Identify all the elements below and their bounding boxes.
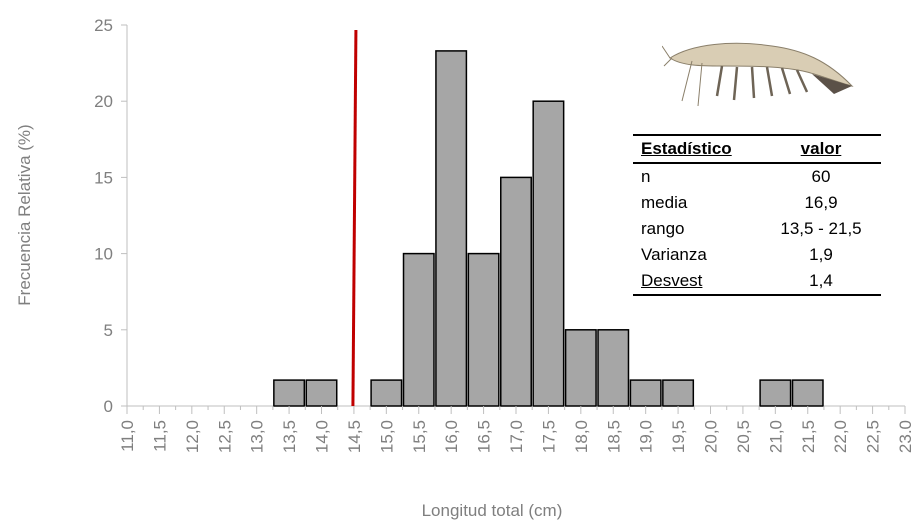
histogram-bar bbox=[370, 379, 403, 407]
x-tick-label: 13,5 bbox=[280, 420, 299, 453]
y-tick-label: 25 bbox=[94, 16, 113, 35]
histogram-bar bbox=[629, 379, 662, 407]
x-tick-label: 18,5 bbox=[604, 420, 623, 453]
x-tick-label: 12,5 bbox=[215, 420, 234, 453]
x-tick-label: 15,0 bbox=[377, 420, 396, 453]
histogram-bar bbox=[597, 329, 630, 407]
x-tick-label: 19,0 bbox=[637, 420, 656, 453]
shrimp-illustration bbox=[662, 42, 854, 107]
x-tick-label: 21,5 bbox=[799, 420, 818, 453]
row-value: 16,9 bbox=[804, 193, 838, 212]
x-tick-label: 20,0 bbox=[702, 420, 721, 453]
y-tick-label: 15 bbox=[94, 168, 113, 187]
x-tick-label: 21,0 bbox=[766, 420, 785, 453]
statistics-table: Estadístico valor n 60 media 16,9 rango … bbox=[633, 134, 881, 296]
table-row: Desvest 1,4 bbox=[633, 268, 881, 296]
row-label: Varianza bbox=[641, 245, 707, 264]
x-tick-label: 15,5 bbox=[410, 420, 429, 453]
x-tick-label: 11,5 bbox=[150, 420, 169, 452]
histogram-bar bbox=[532, 100, 565, 407]
table-top-rule bbox=[633, 134, 881, 136]
histogram-bar bbox=[305, 379, 338, 407]
y-tick-label: 10 bbox=[94, 245, 113, 264]
histogram-bar bbox=[564, 329, 597, 407]
x-tick-label: 18,0 bbox=[572, 420, 591, 453]
row-label: media bbox=[641, 193, 688, 212]
x-tick-label: 11,0 bbox=[118, 420, 137, 452]
histogram-bar bbox=[273, 379, 306, 407]
table-row: n 60 bbox=[633, 164, 881, 190]
x-tick-label: 20,5 bbox=[734, 420, 753, 453]
y-tick-label: 0 bbox=[104, 397, 113, 416]
reference-line bbox=[351, 29, 358, 407]
table-row: rango 13,5 - 21,5 bbox=[633, 216, 881, 242]
x-tick-label: 22,5 bbox=[864, 420, 883, 453]
row-value: 1,4 bbox=[809, 271, 833, 290]
row-value: 60 bbox=[811, 167, 831, 186]
plot-area: 0 5 10 15 20 25 11,0 11,5 12,0 12,5 13,0 13,5 14,0 14… bbox=[94, 16, 911, 453]
histogram-bar bbox=[402, 252, 435, 407]
row-label: rango bbox=[641, 219, 685, 238]
y-tick-label: 5 bbox=[104, 321, 113, 340]
row-label: n bbox=[641, 167, 651, 186]
table-header-row: Estadístico valor bbox=[633, 136, 881, 164]
histogram-bar bbox=[662, 379, 695, 407]
table-row: Varianza 1,9 bbox=[633, 242, 881, 268]
histogram-bar bbox=[759, 379, 792, 407]
x-tick-label: 12,0 bbox=[183, 420, 202, 453]
x-tick-label: 14,0 bbox=[313, 420, 332, 453]
row-value: 13,5 - 21,5 bbox=[780, 219, 862, 238]
x-tick-label: 14,5 bbox=[345, 420, 364, 453]
row-value: 1,9 bbox=[809, 245, 833, 264]
row-label: Desvest bbox=[641, 271, 703, 290]
x-tick-label: 22,0 bbox=[831, 420, 850, 453]
x-tick-label: 23,0 bbox=[896, 420, 911, 453]
y-axis-label: Frecuencia Relativa (%) bbox=[15, 124, 34, 305]
x-tick-label: 16,0 bbox=[442, 420, 461, 453]
histogram-bar bbox=[435, 50, 468, 407]
histogram-bar bbox=[791, 379, 824, 407]
x-tick-label: 17,0 bbox=[507, 420, 526, 453]
histogram-bar bbox=[500, 176, 532, 407]
x-tick-label: 16,5 bbox=[475, 420, 494, 453]
x-tick-label: 13,0 bbox=[248, 420, 267, 453]
x-axis-label: Longitud total (cm) bbox=[422, 501, 563, 520]
header-value: valor bbox=[800, 139, 842, 158]
x-tick-label: 19,5 bbox=[669, 420, 688, 453]
histogram-bar bbox=[467, 252, 500, 407]
x-tick-label: 17,5 bbox=[539, 420, 558, 453]
header-statistic: Estadístico bbox=[641, 139, 732, 158]
y-tick-label: 20 bbox=[94, 92, 113, 111]
table-row: media 16,9 bbox=[633, 190, 881, 216]
